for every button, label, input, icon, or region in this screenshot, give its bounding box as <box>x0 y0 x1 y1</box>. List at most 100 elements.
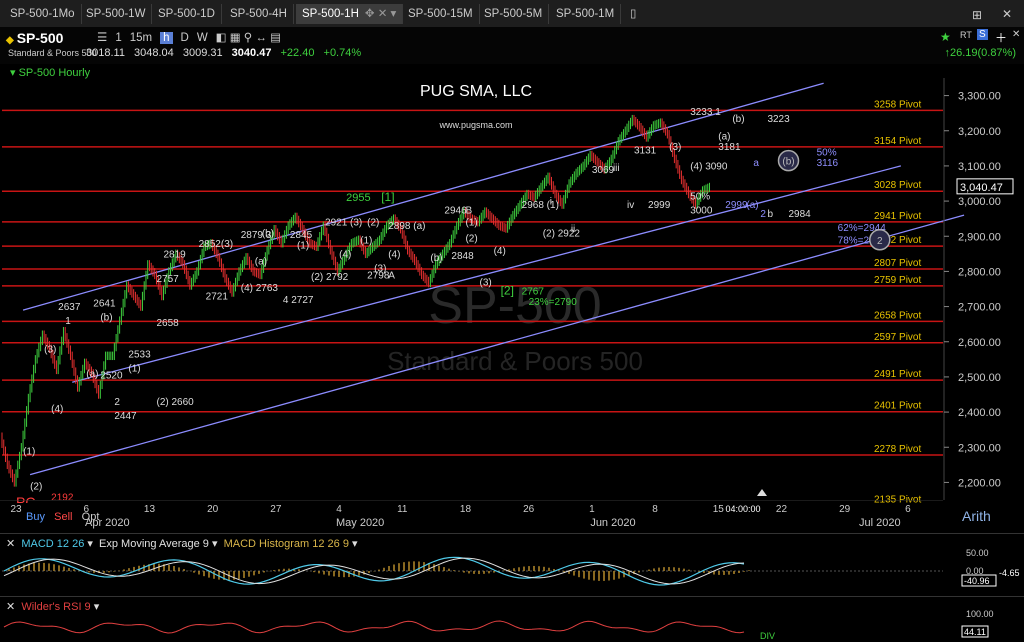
quote-open: 3018.11 <box>86 47 125 59</box>
wave-label: (3) <box>44 344 56 355</box>
sell-button[interactable]: Sell <box>54 511 73 523</box>
new-tab-icon[interactable]: ▯ <box>630 8 637 20</box>
rsi-label[interactable]: Wilder's RSI 9 <box>21 601 91 613</box>
tab-controls-icon[interactable]: ✥ ✕ ▾ <box>364 8 397 20</box>
wave-label: B <box>465 205 472 216</box>
quote-last: 3040.47 <box>231 47 272 59</box>
pivot-label: 2278 Pivot <box>874 444 921 455</box>
quote-line: 3018.11 3048.04 3009.31 3040.47 +22.40 +… <box>86 47 367 59</box>
tab-sp-500-1d[interactable]: SP-500-1D <box>152 4 222 24</box>
wave-label: 2879 3 <box>241 230 272 241</box>
tab-sp-500-1mo[interactable]: SP-500-1Mo <box>4 4 82 24</box>
wave-label: 3000 <box>690 205 713 216</box>
rsi-collapse-icon[interactable]: ✕ <box>6 601 16 613</box>
tab-sp-500-15m[interactable]: SP-500-15M <box>402 4 480 24</box>
time-tick-label: 8 <box>652 504 658 515</box>
wave-label: A <box>388 270 395 281</box>
tab-sp-500-1m[interactable]: SP-500-1M <box>550 4 622 24</box>
time-tick-label: 20 <box>207 504 219 515</box>
ema-label[interactable]: Exp Moving Average 9 <box>99 538 209 550</box>
grid-menu-icon[interactable]: ⊞ <box>972 8 983 22</box>
macd-line <box>3 556 745 586</box>
pivot-label: 2597 Pivot <box>874 332 921 343</box>
quote-change: +22.40 <box>280 47 315 59</box>
wave-label: (3) <box>480 277 492 288</box>
add-icon[interactable]: ＋ <box>995 31 1008 45</box>
wave-circle-marker: 2 <box>869 229 891 251</box>
macd-tick-label: 50.00 <box>966 548 989 558</box>
pivot-label: 2759 Pivot <box>874 275 921 286</box>
wave-label: (4) 3090 <box>690 161 728 172</box>
wave-label: (2) 2792 <box>311 272 349 283</box>
wave-label: 2721 <box>206 292 229 303</box>
tab-sp-500-5m[interactable]: SP-500-5M <box>478 4 550 24</box>
close-icon[interactable]: ✕ <box>1012 29 1021 40</box>
wave-label: (2) <box>30 481 42 492</box>
time-tick-label: 4 <box>336 504 342 515</box>
interval-1[interactable]: 1 <box>115 32 122 44</box>
wave-label: 2819 <box>164 249 187 260</box>
interval-h[interactable]: h <box>160 32 173 44</box>
chart-title-label[interactable]: ▾ SP-500 Hourly <box>10 67 91 79</box>
interval-D[interactable]: D <box>180 32 189 44</box>
window-close-icon[interactable]: ✕ <box>1002 7 1013 21</box>
last-price-label: 3,040.47 <box>960 182 1003 194</box>
time-tick-label: 23 <box>10 504 22 515</box>
time-tick-label: 22 <box>776 504 788 515</box>
price-chart[interactable]: SP-500 Standard & Poors 500 PUG SMA, LLC ww… <box>0 78 1024 503</box>
wave-label: i <box>550 197 552 208</box>
wave-label: b <box>767 209 773 220</box>
wave-label: 2 <box>760 209 766 220</box>
wave-label: 2520 <box>100 371 123 382</box>
wave-label: (2) 2922 <box>543 228 581 239</box>
wave-label: 2848 <box>451 251 474 262</box>
pivot-label: 2941 Pivot <box>874 211 921 222</box>
time-tick-label: 6 <box>83 504 89 515</box>
wave-label: 1 <box>65 316 71 327</box>
tab-sp-500-1h[interactable]: SP-500-1H ✥ ✕ ▾ <box>296 4 404 24</box>
star-icon[interactable]: ★ <box>940 30 951 44</box>
time-tick-label: 6 <box>905 504 911 515</box>
wave-label: 50% <box>817 147 837 158</box>
tab-sp-500-1w[interactable]: SP-500-1W <box>80 4 153 24</box>
wave-label: 2533 <box>128 350 151 361</box>
wave-label: 50% <box>690 191 710 202</box>
price-tick-label: 2,500.00 <box>958 372 1001 384</box>
tab-sp-500-4h[interactable]: SP-500-4H <box>224 4 294 24</box>
wave-label: (b) <box>732 114 744 125</box>
time-tick-label: 1 <box>589 504 595 515</box>
symbol-name[interactable]: ◆ SP-500 <box>6 30 64 46</box>
buy-button[interactable]: Buy <box>26 511 45 523</box>
wave-label: PC <box>16 494 35 503</box>
symbol-marker-icon: ◆ <box>6 35 14 46</box>
settings-s-icon[interactable]: S <box>977 29 988 40</box>
price-tick-label: 2,300.00 <box>958 442 1001 454</box>
chart-title: PUG SMA, LLC <box>420 83 532 100</box>
macd-chart: 50.00 0.00-40.96 -4.65 <box>2 548 1020 587</box>
layout-icon[interactable]: ☰ <box>97 32 108 44</box>
toolbar-icons[interactable]: ◧ ▦ ⚲ ↔ ▤ <box>215 32 281 44</box>
interval-W[interactable]: W <box>196 32 208 44</box>
macd-label[interactable]: MACD 12 26 <box>21 538 85 550</box>
interval-15m[interactable]: 15m <box>129 32 153 44</box>
wave-label: ii <box>571 224 575 235</box>
macd-last-value: -40.96 <box>964 576 990 586</box>
rsi-chart: 100.00 44.11 DIV <box>3 609 994 641</box>
option-button[interactable]: Opt <box>81 511 100 523</box>
pivot-label: 2807 Pivot <box>874 258 921 269</box>
hist-label[interactable]: MACD Histogram 12 26 9 <box>223 538 349 550</box>
scale-mode-button[interactable]: Arith <box>962 508 991 524</box>
time-tick-label: 15 <box>713 504 725 515</box>
wave-label: 2637 <box>58 302 81 313</box>
wave-label: (3) <box>374 263 386 274</box>
pivot-label: 2658 Pivot <box>874 310 921 321</box>
collapse-icon[interactable]: ✕ <box>6 538 16 550</box>
time-marker-icon <box>757 489 767 496</box>
time-tick-label: 27 <box>270 504 282 515</box>
pivot-label: 2401 Pivot <box>874 401 921 412</box>
wave-label: 4 2727 <box>283 295 314 306</box>
time-tick-label: 26 <box>523 504 535 515</box>
time-tick-label: 13 <box>144 504 156 515</box>
symbol-header: ◆ SP-500 ☰ 1 15m h D W ◧ ▦ ⚲ ↔ ▤ Standard & Poo… <box>0 27 1024 64</box>
wave-label: 2999 <box>648 200 671 211</box>
